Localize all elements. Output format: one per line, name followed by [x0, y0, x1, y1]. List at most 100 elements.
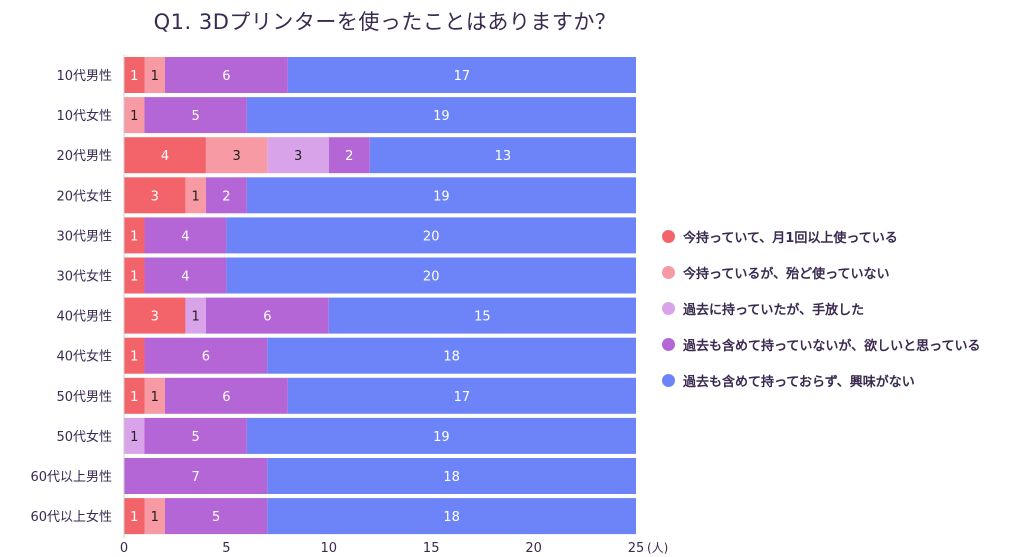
- data-label: 6: [263, 310, 271, 325]
- bar-segment: [246, 97, 636, 134]
- bar-segment: [124, 337, 145, 374]
- bar-segment: [267, 458, 636, 494]
- bar-segment: [369, 137, 636, 174]
- legend-label: 過去に持っていたが、手放した: [683, 302, 865, 318]
- legend-label: 今持っているが、殆ど使っていない: [683, 266, 890, 282]
- bar-segment: [164, 377, 288, 414]
- bar-segment: [124, 458, 268, 494]
- category-label: 10代男性: [56, 69, 112, 84]
- data-label: 20: [423, 270, 440, 285]
- bar-segment: [246, 417, 636, 454]
- data-label: 1: [130, 390, 138, 405]
- bar-segment: [144, 498, 165, 535]
- legend-item: 過去も含めて持っていないが、欲しいと思っている: [662, 326, 980, 362]
- bar-segment: [246, 177, 636, 214]
- bar-segment: [144, 57, 165, 93]
- data-label: 4: [161, 149, 169, 164]
- category-label: 10代女性: [56, 108, 112, 124]
- bar-segment: [267, 337, 636, 374]
- x-tick-label: 10: [321, 541, 338, 556]
- x-unit-label: (人): [647, 541, 668, 555]
- data-label: 1: [130, 69, 138, 84]
- bar-segment: [124, 57, 145, 93]
- data-label: 3: [151, 189, 159, 204]
- bar-segment: [124, 498, 145, 535]
- data-label: 3: [232, 149, 240, 164]
- data-label: 5: [212, 510, 220, 525]
- bar-segment: [124, 297, 186, 334]
- bar-segment: [226, 257, 636, 294]
- data-label: 1: [130, 270, 138, 285]
- data-label: 1: [192, 189, 200, 204]
- legend-swatch: [662, 373, 675, 387]
- data-label: 1: [130, 229, 138, 244]
- legend-item: 過去も含めて持っておらず、興味がない: [662, 362, 980, 398]
- category-label: 30代女性: [56, 269, 112, 285]
- bar-segment: [267, 137, 329, 174]
- data-label: 4: [181, 229, 189, 244]
- data-label: 1: [130, 350, 138, 365]
- bar-segment: [144, 377, 165, 414]
- data-label: 6: [202, 350, 210, 365]
- bar-segment: [144, 97, 247, 134]
- category-label: 60代以上男性: [30, 470, 112, 485]
- data-label: 19: [433, 430, 450, 445]
- data-label: 19: [433, 109, 450, 124]
- bar-segment: [164, 498, 268, 535]
- legend-swatch: [662, 301, 675, 315]
- bar-segment: [267, 498, 636, 535]
- bar-segment: [205, 137, 268, 174]
- bar-segment: [124, 417, 145, 454]
- data-label: 3: [294, 149, 302, 164]
- bar-segment: [287, 377, 636, 414]
- legend: 今持っていて、月1回以上使っている 今持っているが、殆ど使っていない 過去に持ってい…: [662, 218, 980, 398]
- bar-segment: [226, 217, 636, 254]
- category-labels: 10代男性 10代女性 20代男性 20代女性 30代男性 30代女性 40代男性 40代女性…: [30, 69, 112, 525]
- data-label: 1: [151, 69, 159, 84]
- data-label: 17: [454, 69, 471, 84]
- bar-segment: [144, 337, 268, 374]
- data-label: 13: [495, 149, 512, 164]
- category-label: 40代女性: [56, 349, 112, 365]
- bars-layer: 1 1 6 171 5 194 3 3 2 133 1 2 191 4 201 4 203 1 6 151 6 181 1 6…: [124, 57, 636, 535]
- category-label: 20代女性: [56, 188, 112, 204]
- legend-label: 今持っていて、月1回以上使っている: [683, 230, 898, 246]
- x-tick-label: 0: [120, 541, 128, 556]
- bar-segment: [124, 97, 145, 134]
- data-label: 6: [222, 390, 230, 405]
- bar-segment: [328, 297, 636, 334]
- category-label: 40代男性: [56, 310, 112, 325]
- data-label: 5: [192, 109, 200, 124]
- data-label: 1: [130, 510, 138, 525]
- data-label: 1: [130, 430, 138, 445]
- data-label: 17: [454, 390, 471, 405]
- data-label: 7: [192, 470, 200, 485]
- x-tick-label: 25: [628, 541, 645, 556]
- legend-swatch: [662, 229, 675, 243]
- data-label: 2: [222, 189, 230, 204]
- bar-segment: [164, 57, 288, 93]
- legend-label: 過去も含めて持っていないが、欲しいと思っている: [683, 338, 981, 354]
- bar-segment: [205, 297, 329, 334]
- category-label: 50代男性: [56, 390, 112, 405]
- data-label: 15: [474, 310, 491, 325]
- category-label: 50代女性: [56, 429, 112, 445]
- bar-segment: [144, 217, 227, 254]
- data-label: 3: [151, 310, 159, 325]
- legend-item: 今持っているが、殆ど使っていない: [662, 254, 980, 290]
- bar-segment: [124, 217, 145, 254]
- data-label: 1: [192, 310, 200, 325]
- data-label: 18: [443, 510, 460, 525]
- legend-item: 今持っていて、月1回以上使っている: [662, 218, 980, 254]
- x-tick-label: 5: [222, 541, 230, 556]
- bar-segment: [144, 417, 247, 454]
- x-tick-label: 15: [423, 541, 440, 556]
- data-label: 1: [151, 390, 159, 405]
- bar-segment: [328, 137, 370, 174]
- x-axis: 0 5 10 15 20 25 (人): [120, 55, 668, 556]
- bar-segment: [287, 57, 636, 93]
- data-label: 18: [443, 470, 460, 485]
- bar-segment: [124, 377, 145, 414]
- bar-segment: [185, 177, 206, 214]
